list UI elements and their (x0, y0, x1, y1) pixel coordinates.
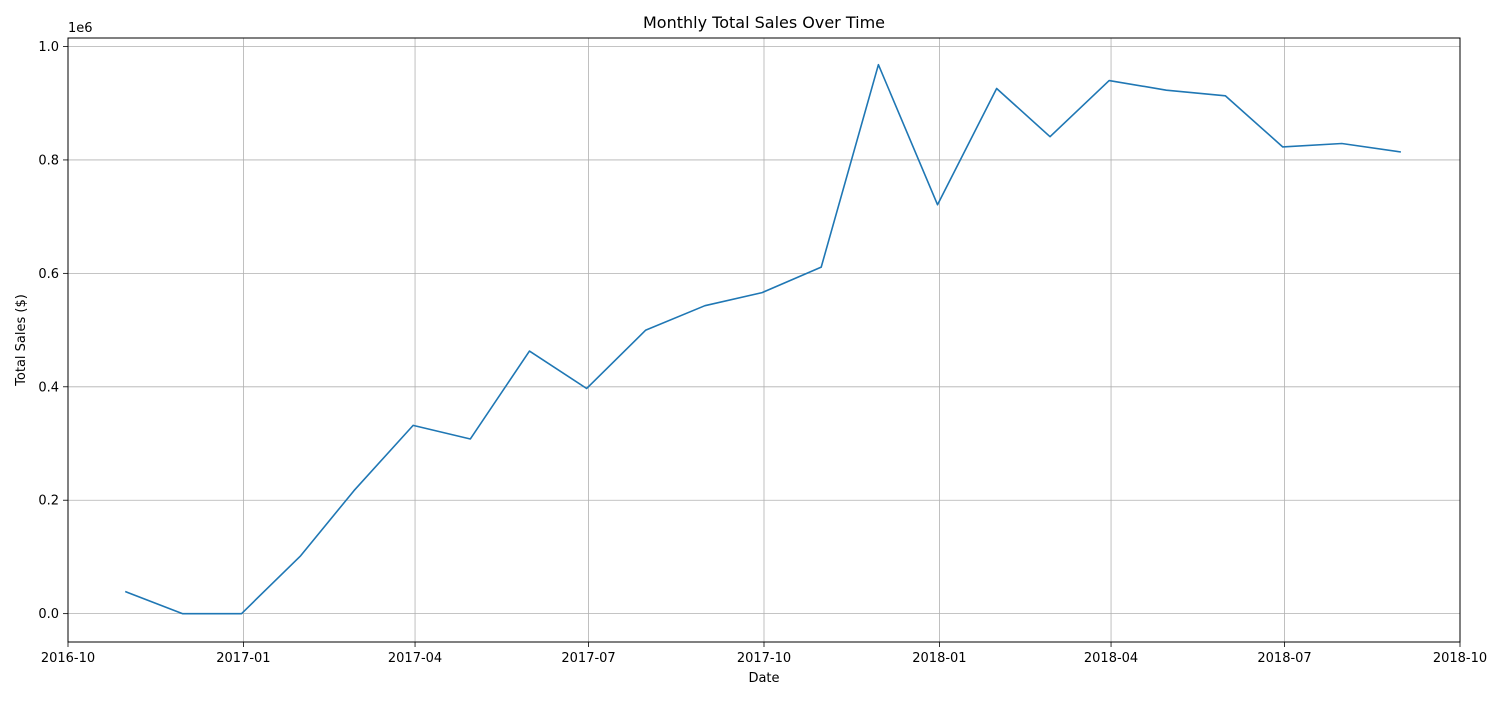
x-tick-label: 2018-10 (1433, 651, 1487, 666)
data-point (645, 329, 647, 331)
x-tick-label: 2018-07 (1257, 651, 1311, 666)
data-point (1049, 136, 1051, 138)
y-tick-label: 1.0 (38, 40, 59, 55)
x-tick-label: 2018-01 (912, 651, 966, 666)
series-layer (124, 63, 1402, 615)
data-point (761, 292, 763, 294)
x-tick-label: 2017-04 (388, 651, 442, 666)
y-tick-label: 0.0 (38, 607, 59, 622)
data-point (820, 266, 822, 268)
chart-title: Monthly Total Sales Over Time (643, 13, 885, 32)
x-tick-label: 2016-10 (41, 651, 95, 666)
data-point (877, 64, 879, 66)
y-tick-label: 0.8 (38, 153, 59, 168)
data-point (181, 613, 183, 615)
data-point (1224, 95, 1226, 97)
data-point (1341, 142, 1343, 144)
data-point (528, 350, 530, 352)
y-tick-label: 0.6 (38, 267, 59, 282)
y-offset-label: 1e6 (68, 21, 93, 36)
grid-layer (67, 38, 1461, 642)
data-point (704, 305, 706, 307)
x-tick-label: 2017-10 (737, 651, 791, 666)
data-point (1108, 80, 1110, 82)
ticks-layer: 2016-10 2017-01 2017-04 2017-07 2017-10 2018-… (38, 40, 1487, 666)
y-axis-label: Total Sales ($) (14, 294, 29, 387)
data-point (412, 424, 414, 426)
y-tick-label: 0.2 (38, 494, 59, 509)
data-point (1400, 151, 1402, 153)
x-axis-label: Date (748, 671, 779, 686)
x-tick-label: 2017-01 (216, 651, 270, 666)
data-point (586, 387, 588, 389)
series-line (124, 63, 1402, 615)
data-point (241, 613, 243, 615)
data-point (996, 87, 998, 89)
data-point (469, 438, 471, 440)
data-point (300, 555, 302, 557)
data-point (937, 204, 939, 206)
data-point (353, 490, 355, 492)
data-point (124, 591, 126, 593)
x-tick-label: 2018-04 (1084, 651, 1138, 666)
y-tick-label: 0.4 (38, 380, 59, 395)
x-tick-label: 2017-07 (561, 651, 615, 666)
data-point (1165, 89, 1167, 91)
data-point (1282, 146, 1284, 148)
